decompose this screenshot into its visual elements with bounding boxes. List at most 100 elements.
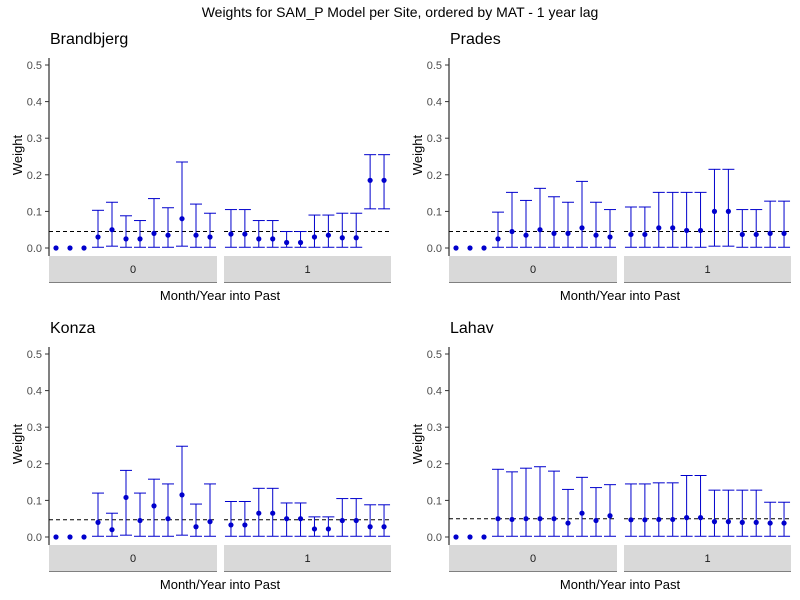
data-point <box>767 520 773 526</box>
y-tick-label: 0.1 <box>427 206 442 218</box>
y-tick-label: 0.1 <box>27 495 42 507</box>
y-axis-title: Weight <box>410 135 425 176</box>
facet-strip <box>224 545 391 571</box>
data-point <box>67 534 73 540</box>
panel-title: Prades <box>450 31 501 48</box>
facet-strip <box>624 545 791 571</box>
panel-title: Lahav <box>450 320 494 337</box>
facet-1: 1 <box>224 154 391 283</box>
data-point <box>481 534 487 540</box>
facet-strip-label: 1 <box>304 553 310 565</box>
y-tick-label: 0.3 <box>27 133 42 145</box>
panel-title: Konza <box>50 320 95 337</box>
y-tick-label: 0.4 <box>27 386 42 398</box>
data-point <box>242 522 248 528</box>
facet-strip <box>624 256 791 282</box>
data-point <box>628 231 634 238</box>
y-tick-label: 0.1 <box>27 206 42 218</box>
facet-1: 1 <box>624 168 791 283</box>
data-point <box>109 227 115 233</box>
x-axis-title: Month/Year into Past <box>160 577 281 592</box>
data-point <box>228 522 234 528</box>
y-axis-title: Weight <box>10 424 25 465</box>
y-tick-label: 0.5 <box>427 60 442 72</box>
data-point <box>537 516 543 522</box>
y-tick-label: 0.2 <box>427 459 442 471</box>
data-point <box>165 232 171 238</box>
data-point <box>228 231 234 237</box>
data-point <box>670 516 676 523</box>
y-tick-label: 0.0 <box>27 532 42 544</box>
data-point <box>697 515 704 521</box>
data-point <box>670 225 676 231</box>
x-axis-title: Month/Year into Past <box>560 288 681 303</box>
data-point <box>551 230 557 236</box>
facet-strip <box>49 256 217 282</box>
facet-0: 0 <box>49 161 217 283</box>
data-point <box>495 516 501 522</box>
y-tick-label: 0.2 <box>427 170 442 182</box>
data-point <box>711 208 718 214</box>
facet-strip-label: 0 <box>130 264 136 276</box>
data-point <box>179 492 185 498</box>
data-point <box>481 245 487 251</box>
data-point <box>593 517 599 524</box>
data-point <box>509 516 515 523</box>
data-point <box>137 236 143 242</box>
data-point <box>151 503 157 509</box>
data-point <box>628 517 634 523</box>
data-point <box>781 520 787 526</box>
data-point <box>453 534 459 540</box>
data-point <box>656 225 662 231</box>
data-point <box>67 245 73 251</box>
data-point <box>381 177 387 183</box>
y-tick-label: 0.4 <box>427 97 442 109</box>
y-tick-label: 0.5 <box>27 60 42 72</box>
data-point <box>270 510 276 516</box>
facet-0: 0 <box>449 180 617 283</box>
facet-strip-label: 0 <box>530 553 536 565</box>
data-point <box>95 234 101 240</box>
data-point <box>753 519 759 525</box>
facet-strip <box>449 545 617 571</box>
data-point <box>739 231 745 238</box>
x-axis-title: Month/Year into Past <box>160 288 281 303</box>
y-tick-label: 0.2 <box>27 170 42 182</box>
data-point <box>642 231 648 238</box>
data-point <box>684 227 690 234</box>
data-point <box>284 239 290 246</box>
data-point <box>367 177 373 183</box>
data-point <box>165 516 171 522</box>
y-tick-label: 0.2 <box>27 459 42 471</box>
data-point <box>151 230 157 236</box>
data-point <box>270 236 276 242</box>
data-point <box>551 516 557 522</box>
data-point <box>523 232 529 238</box>
data-point <box>523 516 529 522</box>
y-tick-label: 0.3 <box>27 422 42 434</box>
data-point <box>311 526 318 532</box>
data-point <box>607 513 613 519</box>
y-tick-label: 0.3 <box>427 422 442 434</box>
data-point <box>656 516 662 523</box>
y-tick-label: 0.0 <box>427 243 442 255</box>
data-point <box>725 519 731 525</box>
facet-0: 0 <box>49 445 217 572</box>
data-point <box>137 517 143 524</box>
y-tick-label: 0.0 <box>427 532 442 544</box>
y-tick-label: 0.0 <box>27 243 42 255</box>
facet-strip-label: 1 <box>704 264 710 276</box>
panel-title: Brandbjerg <box>50 31 128 48</box>
data-point <box>297 516 304 522</box>
facet-strip <box>449 256 617 282</box>
data-point <box>123 494 129 501</box>
data-point <box>311 234 318 240</box>
data-point <box>593 232 599 238</box>
data-point <box>495 236 501 242</box>
data-point <box>565 230 571 236</box>
facet-strip-label: 1 <box>704 553 710 565</box>
facet-1: 1 <box>624 475 791 572</box>
data-point <box>95 519 101 525</box>
data-point <box>367 524 373 530</box>
